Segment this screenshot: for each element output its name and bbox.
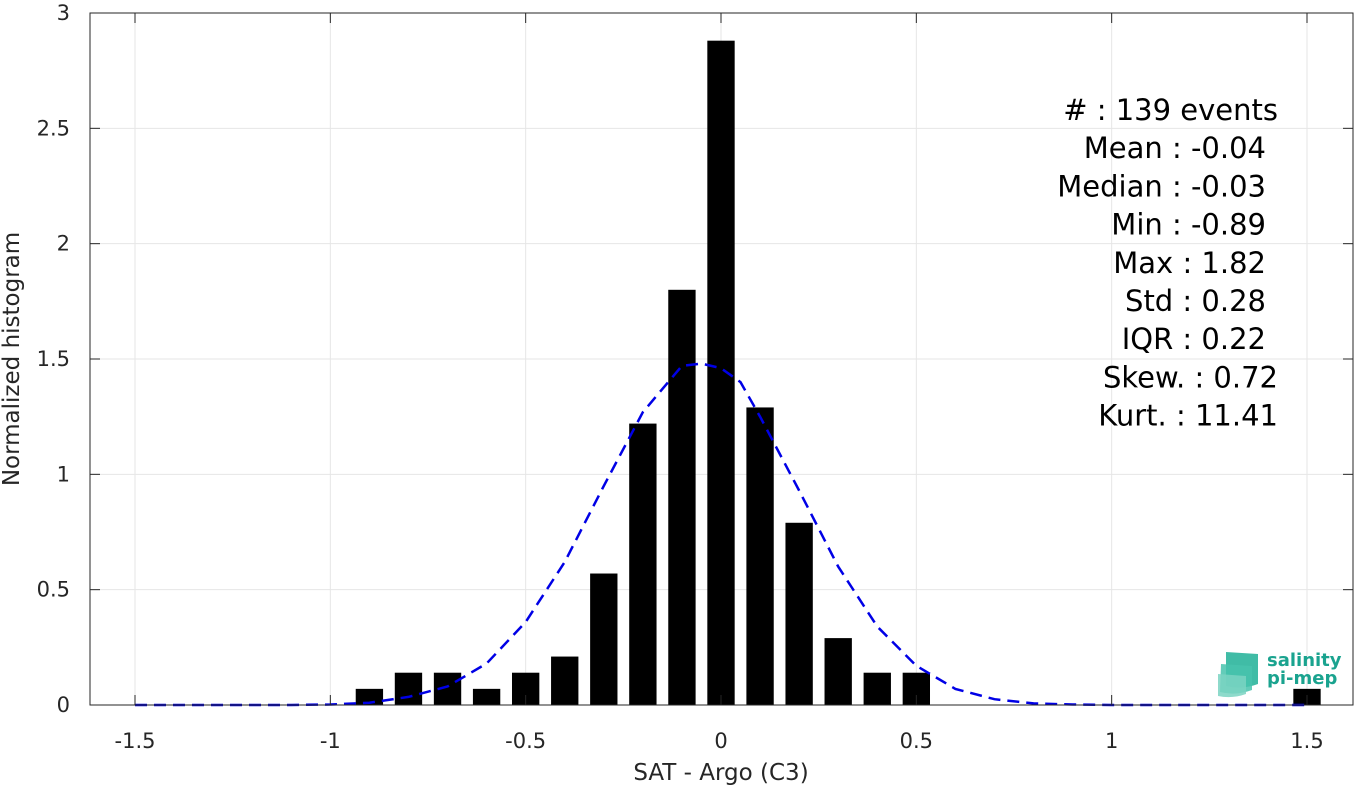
x-tick-label-2: -0.5 [505, 729, 546, 753]
stats-line-5: Std : 0.28 [1125, 284, 1266, 318]
histogram-bar-8 [668, 289, 696, 705]
histogram-bar-6 [590, 573, 618, 705]
salinity-pi-mep-logo: salinity pi-mep [1218, 650, 1342, 698]
wave-logo-icon [1218, 652, 1258, 698]
histogram-bar-5 [551, 656, 579, 705]
histogram-bar-3 [472, 688, 501, 705]
logo-line2: pi-mep [1267, 668, 1337, 689]
y-tick-label-2: 1 [57, 462, 70, 486]
y-tick-label-1: 0.5 [37, 578, 70, 602]
y-tick-label-5: 2.5 [37, 116, 70, 140]
y-tick-label-6: 3 [57, 1, 70, 25]
y-tick-label-4: 2 [57, 232, 70, 256]
x-axis-label: SAT - Argo (C3) [633, 760, 808, 786]
stats-line-6: IQR : 0.22 [1122, 322, 1266, 356]
histogram-bar-0 [355, 688, 384, 705]
histogram-bar-10 [746, 407, 774, 705]
histogram-bar-9 [707, 40, 735, 706]
histogram-bar-11 [785, 522, 813, 705]
histogram-bar-12 [824, 638, 852, 705]
stats-line-0: # : 139 events [1063, 93, 1278, 127]
histogram-bar-13 [863, 672, 891, 705]
x-tick-label-3: 0 [714, 729, 727, 753]
stats-line-1: Mean : -0.04 [1084, 131, 1266, 165]
logo-line1: salinity [1267, 650, 1342, 671]
histogram-bar-1 [394, 672, 423, 705]
y-tick-label-0: 0 [57, 693, 70, 717]
stats-box: # : 139 events Mean : -0.04 Median : -0.03… [1057, 93, 1278, 433]
stats-line-4: Max : 1.82 [1113, 246, 1266, 280]
y-tick-label-3: 1.5 [37, 347, 70, 371]
x-tick-label-6: 1.5 [1290, 729, 1323, 753]
histogram-bar-7 [629, 423, 657, 705]
stats-line-7: Skew. : 0.72 [1103, 360, 1278, 394]
stats-line-8: Kurt. : 11.41 [1098, 399, 1278, 433]
axes-group [89, 12, 1354, 706]
bars-group [355, 40, 1321, 706]
stats-line-3: Min : -0.89 [1111, 208, 1266, 242]
x-tick-label-0: -1.5 [115, 729, 156, 753]
x-tick-label-1: -1 [320, 729, 341, 753]
stats-line-2: Median : -0.03 [1057, 169, 1266, 203]
tick-labels: -1.5 -1 -0.5 0 0.5 1 1.5 0 0.5 1 1.5 2 2.5 3 [37, 1, 1324, 753]
x-tick-label-4: 0.5 [900, 729, 933, 753]
x-tick-label-5: 1 [1105, 729, 1118, 753]
y-axis-label: Normalized histogram [0, 232, 25, 486]
